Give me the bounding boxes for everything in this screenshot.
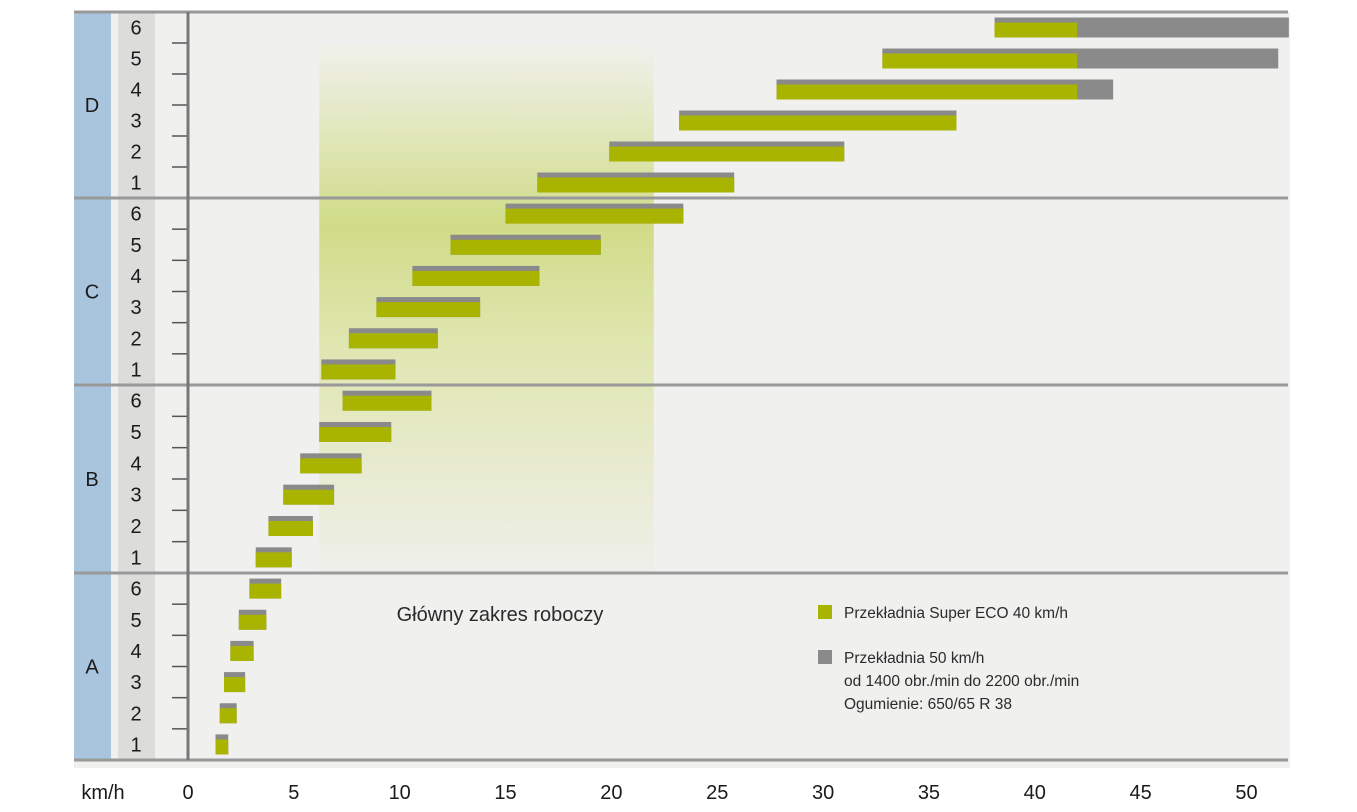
legend-label-eco40: Przekładnia Super ECO 40 km/h	[844, 605, 1068, 622]
bar-eco40-C1	[321, 364, 396, 380]
bar-eco40-D2	[609, 146, 845, 162]
gear-label-C4: 4	[130, 266, 141, 288]
bar-eco40-A2	[219, 708, 237, 724]
group-label-B: B	[85, 469, 98, 491]
bar-eco40-C6	[505, 208, 684, 224]
gear-label-B5: 5	[130, 422, 141, 444]
bar-eco40-B3	[283, 489, 335, 505]
gear-label-D6: 6	[130, 18, 141, 40]
bar-eco40-A4	[230, 645, 254, 661]
gear-label-C6: 6	[130, 204, 141, 226]
bar-eco40-B1	[255, 552, 292, 568]
gear-label-D1: 1	[130, 173, 141, 195]
x-tick-0: 0	[182, 782, 193, 804]
x-tick-20: 20	[600, 782, 622, 804]
legend-swatch-50kmh	[818, 650, 832, 664]
gear-label-B3: 3	[130, 485, 141, 507]
group-label-D: D	[85, 95, 99, 117]
bar-eco40-B4	[300, 458, 362, 474]
x-tick-10: 10	[389, 782, 411, 804]
gear-label-B1: 1	[130, 547, 141, 569]
legend-swatch-eco40	[818, 605, 832, 619]
plot-area	[74, 12, 1290, 768]
bar-eco40-A5	[238, 614, 267, 630]
gear-label-A2: 2	[130, 703, 141, 725]
gear-label-D2: 2	[130, 142, 141, 164]
x-tick-30: 30	[812, 782, 834, 804]
x-tick-50: 50	[1235, 782, 1257, 804]
gear-label-C2: 2	[130, 328, 141, 350]
x-unit-label: km/h	[81, 782, 124, 804]
x-tick-35: 35	[918, 782, 940, 804]
bar-eco40-C5	[450, 239, 601, 255]
bar-eco40-D4	[776, 84, 1078, 100]
bar-eco40-A6	[249, 583, 282, 599]
legend-label-50kmh: Przekładnia 50 km/h	[844, 650, 984, 667]
gear-label-A1: 1	[130, 734, 141, 756]
bar-eco40-B6	[342, 395, 432, 411]
gear-label-D4: 4	[130, 80, 141, 102]
x-tick-45: 45	[1130, 782, 1152, 804]
gear-label-A3: 3	[130, 672, 141, 694]
gear-label-C3: 3	[130, 297, 141, 319]
group-label-C: C	[85, 282, 99, 304]
legend-label-rpm: od 1400 obr./min do 2200 obr./min	[844, 673, 1079, 690]
bar-eco40-C3	[376, 302, 481, 318]
legend-label-tyres: Ogumienie: 650/65 R 38	[844, 696, 1012, 713]
bar-eco40-A1	[215, 739, 229, 755]
gear-label-A5: 5	[130, 610, 141, 632]
bar-eco40-B2	[268, 521, 313, 536]
gear-label-C5: 5	[130, 235, 141, 257]
bar-eco40-C2	[348, 333, 438, 349]
x-tick-40: 40	[1024, 782, 1046, 804]
bar-eco40-D1	[537, 177, 735, 193]
group-label-A: A	[85, 657, 99, 679]
x-tick-5: 5	[288, 782, 299, 804]
bar-eco40-D5	[882, 53, 1078, 69]
gear-label-D5: 5	[130, 49, 141, 71]
gear-label-A6: 6	[130, 579, 141, 601]
working-range-zone	[319, 45, 654, 590]
bar-eco40-B5	[319, 427, 392, 442]
gear-label-D3: 3	[130, 111, 141, 133]
gear-label-A4: 4	[130, 641, 141, 663]
gear-label-B4: 4	[130, 453, 141, 475]
gear-label-B2: 2	[130, 516, 141, 538]
x-tick-25: 25	[706, 782, 728, 804]
working-range-label: Główny zakres roboczy	[397, 604, 604, 626]
gear-label-C1: 1	[130, 359, 141, 381]
bar-eco40-D3	[679, 115, 957, 131]
gear-label-B6: 6	[130, 391, 141, 413]
bar-eco40-D6	[994, 22, 1078, 38]
x-tick-15: 15	[494, 782, 516, 804]
bar-eco40-C4	[412, 270, 540, 286]
bar-eco40-A3	[223, 677, 246, 693]
